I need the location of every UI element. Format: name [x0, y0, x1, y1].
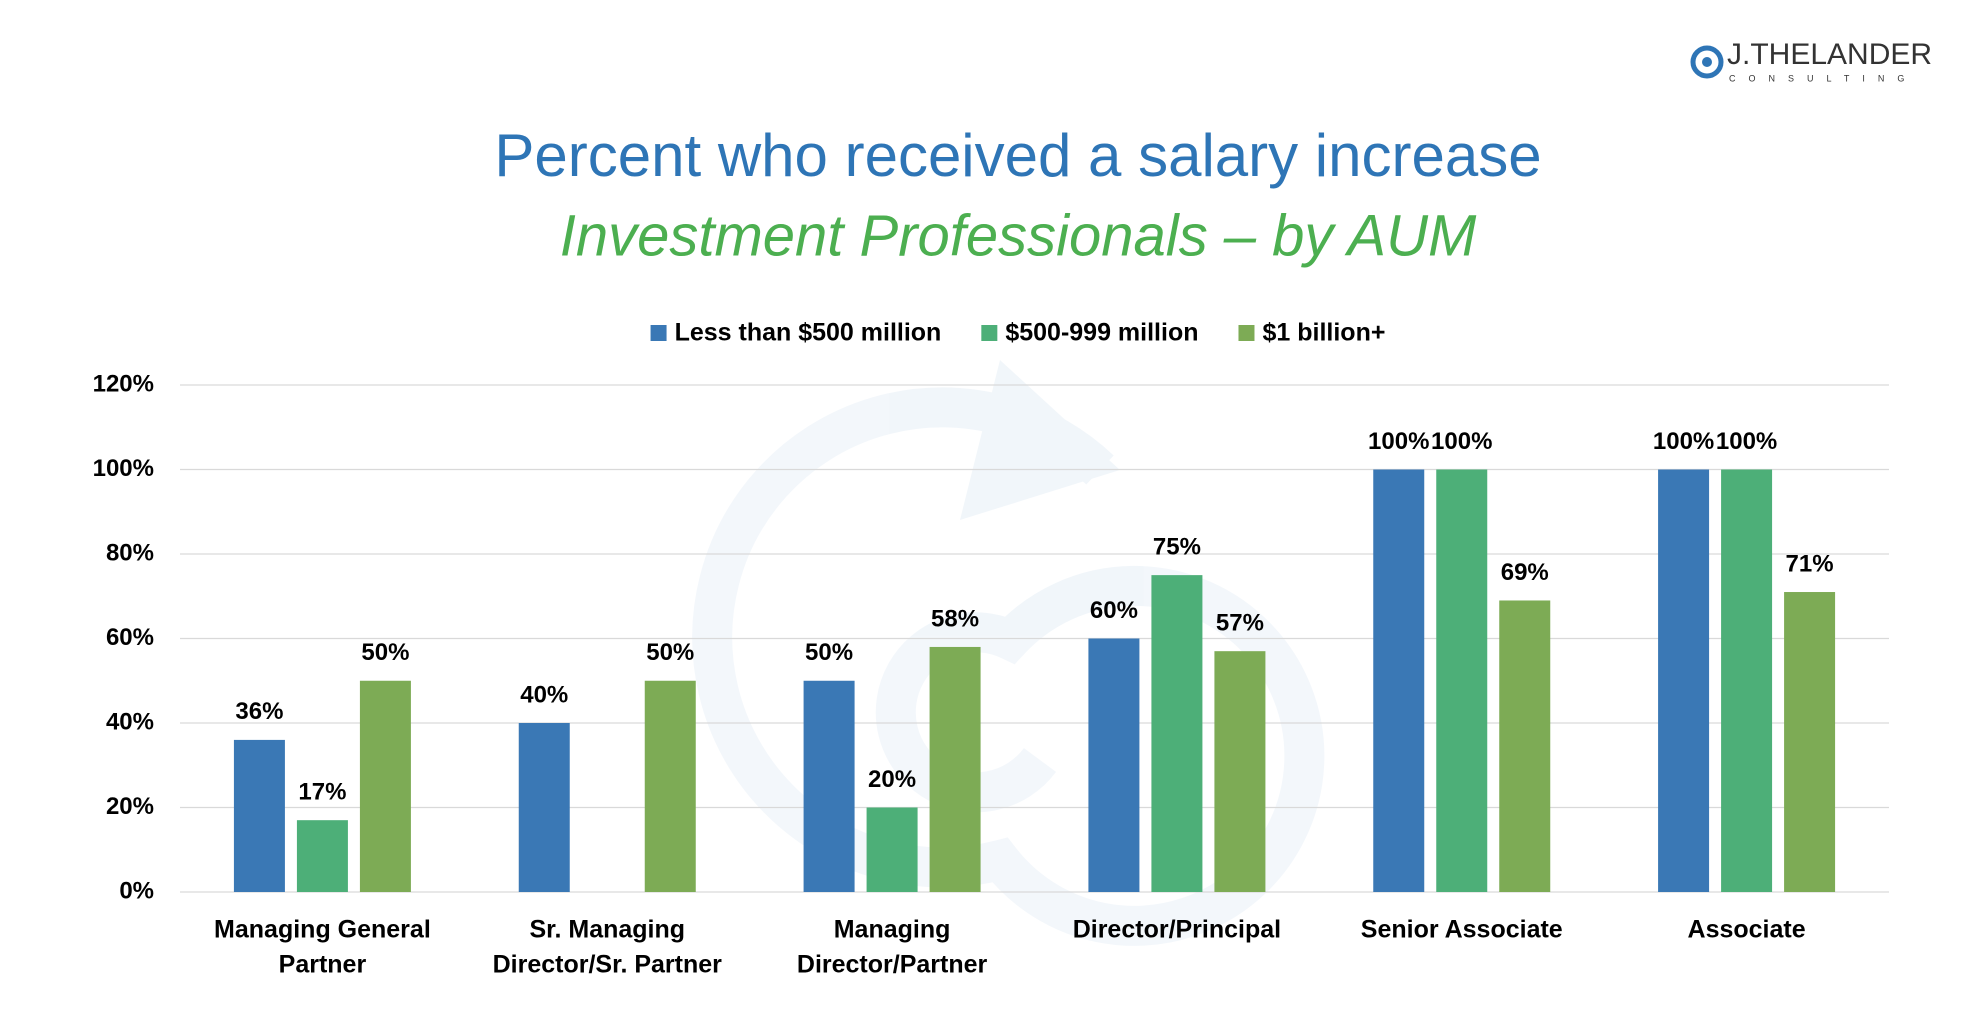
value-label: 50%: [361, 639, 409, 666]
value-label: 17%: [298, 779, 346, 806]
x-tick-label: Senior Associate: [1361, 916, 1563, 944]
bar: [1499, 600, 1551, 892]
bar: [1658, 469, 1710, 892]
legend-label: Less than $500 million: [675, 319, 942, 347]
y-tick-label: 120%: [93, 370, 154, 397]
bar: [1721, 469, 1773, 892]
x-tick-label: Director/Principal: [1073, 916, 1281, 944]
bar: [1436, 469, 1488, 892]
bar: [1088, 638, 1140, 892]
value-label: 100%: [1431, 428, 1492, 455]
legend-swatch: [981, 325, 998, 341]
value-label: 50%: [646, 639, 694, 666]
x-tick-label: Director/Sr. Partner: [493, 951, 723, 979]
value-label: 20%: [868, 766, 916, 793]
logo-name: J.THELANDER: [1727, 38, 1932, 71]
value-label: 71%: [1786, 550, 1834, 577]
y-tick-label: 20%: [106, 793, 154, 820]
value-label: 58%: [931, 605, 979, 632]
y-tick-label: 80%: [106, 539, 154, 566]
bar: [929, 646, 981, 892]
bar: [1151, 575, 1203, 892]
value-label: 36%: [235, 698, 283, 725]
bar: [803, 680, 855, 892]
value-label: 50%: [805, 639, 853, 666]
bar: [359, 680, 411, 892]
logo-tagline: CONSULTING: [1729, 73, 1917, 83]
y-tick-label: 0%: [119, 877, 154, 904]
chart-subtitle: Investment Professionals – by AUM: [560, 203, 1477, 268]
logo-icon: [1690, 45, 1724, 79]
legend-swatch: [1238, 325, 1255, 341]
legend-label: $1 billion+: [1262, 319, 1385, 347]
value-label: 40%: [520, 681, 568, 708]
legend-swatch: [650, 325, 667, 341]
value-label: 57%: [1216, 610, 1264, 637]
value-label: 100%: [1716, 428, 1777, 455]
x-tick-label: Managing: [834, 916, 951, 944]
x-tick-label: Managing General: [214, 916, 431, 944]
y-tick-label: 40%: [106, 708, 154, 735]
bar: [644, 680, 696, 892]
legend-label: $500-999 million: [1005, 319, 1198, 347]
bar: [1784, 592, 1836, 892]
bar: [518, 723, 570, 892]
logo: J.THELANDER CONSULTING: [1690, 38, 1932, 83]
bar: [296, 820, 348, 892]
logo-icon-core: [1702, 57, 1712, 67]
value-label: 75%: [1153, 533, 1201, 560]
bar: [1214, 651, 1266, 892]
y-tick-label: 60%: [106, 624, 154, 651]
legend: Less than $500 million $500-999 million $1…: [650, 319, 1385, 347]
x-tick-label: Sr. Managing: [529, 916, 685, 944]
y-tick-label: 100%: [93, 455, 154, 482]
bar: [233, 739, 285, 892]
x-tick-label: Partner: [279, 951, 367, 979]
value-label: 60%: [1090, 597, 1138, 624]
value-label: 69%: [1501, 559, 1549, 586]
bar: [866, 807, 918, 892]
x-tick-label: Director/Partner: [797, 951, 988, 979]
value-label: 100%: [1368, 428, 1429, 455]
value-label: 100%: [1653, 428, 1714, 455]
x-tick-label: Associate: [1688, 916, 1806, 944]
chart-title: Percent who received a salary increase: [494, 122, 1541, 189]
bar: [1373, 469, 1425, 892]
